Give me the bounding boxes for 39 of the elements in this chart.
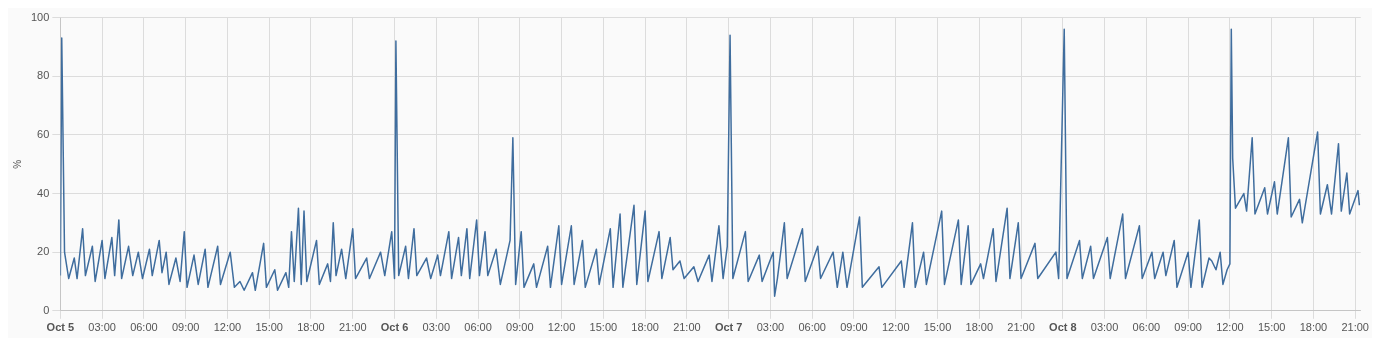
y-tick-label: 80: [37, 69, 50, 82]
x-tick-label: 03:00: [1090, 321, 1119, 334]
x-tick-label: 18:00: [1299, 321, 1328, 334]
x-tick-label: 15:00: [1257, 321, 1286, 334]
x-tick-label: Oct 8: [1049, 321, 1077, 334]
y-axis-title: %: [11, 159, 23, 169]
x-tick-label: 06:00: [1132, 321, 1161, 334]
x-tick-label: 12:00: [881, 321, 910, 334]
x-tick-label: 12:00: [213, 321, 242, 334]
x-tick-label: 09:00: [840, 321, 868, 334]
x-tick-label: 21:00: [1341, 321, 1369, 334]
x-tick-label: Oct 7: [714, 321, 743, 334]
x-tick-label: 03:00: [422, 321, 451, 334]
x-tick-label: 21:00: [338, 321, 367, 334]
x-tick-label: 09:00: [1174, 321, 1202, 334]
x-tick-label: 03:00: [756, 321, 785, 334]
x-tick-label: 03:00: [88, 321, 116, 334]
x-tick-label: 21:00: [673, 321, 701, 334]
x-tick-label: 21:00: [1007, 321, 1035, 334]
x-tick-label: Oct 5: [46, 321, 75, 334]
x-tick-label: 09:00: [171, 321, 200, 334]
x-tick-label: Oct 6: [380, 321, 409, 334]
x-tick-label: 15:00: [589, 321, 618, 334]
y-tick-label: 0: [43, 303, 50, 316]
x-tick-label: 12:00: [1216, 321, 1244, 334]
y-tick-label: 60: [37, 127, 50, 140]
x-tick-label: 15:00: [923, 321, 952, 334]
x-tick-label: 06:00: [464, 321, 492, 334]
x-tick-label: 12:00: [547, 321, 576, 334]
x-tick-label: 06:00: [130, 321, 158, 334]
y-tick-label: 20: [37, 245, 50, 258]
x-tick-label: 15:00: [255, 321, 283, 334]
x-tick-label: 18:00: [965, 321, 994, 334]
x-tick-label: 18:00: [297, 321, 325, 334]
y-tick-label: 100: [30, 10, 50, 23]
x-tick-label: 09:00: [506, 321, 534, 334]
y-tick-label: 40: [37, 186, 50, 199]
x-tick-label: 18:00: [631, 321, 659, 334]
x-tick-label: 06:00: [798, 321, 826, 334]
